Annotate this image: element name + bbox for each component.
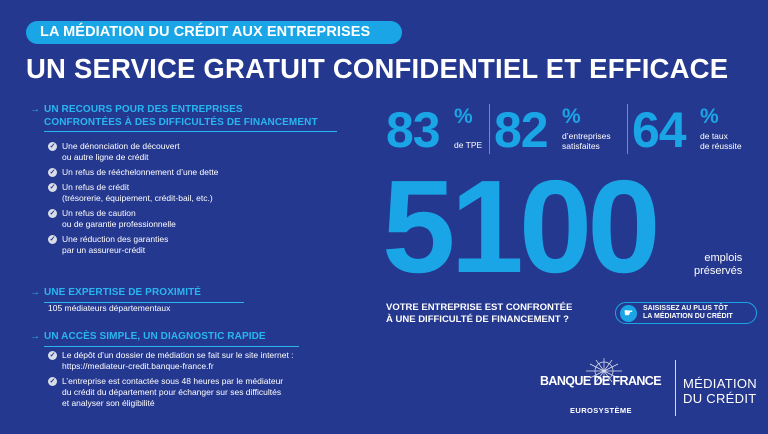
big-stat-caption: emplois préservés <box>694 252 743 277</box>
stat-separator <box>489 104 490 154</box>
stat-unit: % <box>454 105 473 128</box>
section-acces-title: → UN ACCÈS SIMPLE, UN DIAGNOSTIC RAPIDE <box>30 331 299 347</box>
top-banner: LA MÉDIATION DU CRÉDIT AUX ENTREPRISES <box>26 21 402 44</box>
check-icon: ✓ <box>48 142 57 151</box>
check-icon: ✓ <box>48 183 57 192</box>
stat-tpe: 83 % de TPE <box>386 104 486 156</box>
financing-question: VOTRE ENTREPRISE EST CONFRONTÉE À UNE DI… <box>386 302 573 325</box>
headline: UN SERVICE GRATUIT CONFIDENTIEL ET EFFIC… <box>26 53 729 84</box>
check-icon: ✓ <box>48 168 57 177</box>
section-underline <box>44 345 299 347</box>
list-item: ✓ Le dépôt d’un dossier de médiation se … <box>48 350 294 371</box>
check-icon: ✓ <box>48 377 57 386</box>
mediation-website-link[interactable]: https://mediateur-credit.banque-france.f… <box>62 361 214 371</box>
stat-value: 83 <box>386 102 441 158</box>
check-icon: ✓ <box>48 235 57 244</box>
section-underline <box>44 301 244 303</box>
big-stat-value: 5100 <box>382 153 661 300</box>
mediation-logo-text: MÉDIATION DU CRÉDIT <box>683 376 757 406</box>
list-item: ✓ Un refus de rééchelonnement d’une dett… <box>48 167 219 177</box>
cta-label: SAISISSEZ AU PLUS TÔT LA MÉDIATION DU CR… <box>643 304 733 321</box>
top-banner-label: LA MÉDIATION DU CRÉDIT AUX ENTREPRISES <box>40 24 371 40</box>
stat-unit: % <box>562 105 581 128</box>
stat-reussite: 64 % de taux de réussite <box>632 104 757 156</box>
list-item: ✓ L’entreprise est contactée sous 48 heu… <box>48 376 284 408</box>
footer-logo: BANQUE DE FRANCE EUROSYSTÈME MÉDIATION D… <box>540 356 757 420</box>
list-item: ✓ Un refus de crédit (trésorerie, équipe… <box>48 182 213 203</box>
list-item: ✓ Une dénonciation de découvert ou autre… <box>48 141 180 162</box>
section-acces-title-line1: UN ACCÈS SIMPLE, UN DIAGNOSTIC RAPIDE <box>44 331 266 342</box>
stat-unit: % <box>700 105 719 128</box>
list-item: ✓ Un refus de caution ou de garantie pro… <box>48 208 176 229</box>
stat-value: 64 <box>632 102 687 158</box>
section-expertise-title-line1: UNE EXPERTISE DE PROXIMITÉ <box>44 287 202 298</box>
stat-value: 82 <box>494 102 549 158</box>
arrow-right-icon: → <box>30 287 41 298</box>
bank-name: BANQUE DE FRANCE <box>540 374 662 388</box>
expertise-text: 105 médiateurs départementaux <box>48 303 171 313</box>
banque-de-france-emblem-icon <box>586 358 622 384</box>
mediation-cta-button[interactable]: ☛ SAISISSEZ AU PLUS TÔT LA MÉDIATION DU … <box>615 302 757 324</box>
stat-caption: de taux de réussite <box>700 131 742 151</box>
section-recours-title-line2: CONFRONTÉES À DES DIFFICULTÉS DE FINANCE… <box>44 116 318 128</box>
stat-caption: de TPE <box>454 140 483 150</box>
section-expertise-title: → UNE EXPERTISE DE PROXIMITÉ <box>30 287 244 303</box>
bank-subtitle: EUROSYSTÈME <box>570 406 632 415</box>
check-icon: ✓ <box>48 351 57 360</box>
stat-caption: d’entreprises satisfaites <box>562 131 611 151</box>
section-recours-title: → UN RECOURS POUR DES ENTREPRISES CONFRON… <box>30 104 337 132</box>
stat-satisfaction: 82 % d’entreprises satisfaites <box>494 104 624 156</box>
arrow-right-icon: → <box>30 331 41 342</box>
acces-list: ✓ Le dépôt d’un dossier de médiation se … <box>48 350 294 413</box>
list-item: ✓ Une réduction des garanties par un ass… <box>48 234 169 255</box>
logo-separator <box>675 360 676 416</box>
arrow-right-icon: → <box>30 104 41 115</box>
section-underline <box>44 131 337 132</box>
check-icon: ✓ <box>48 209 57 218</box>
hand-pointer-icon: ☛ <box>620 304 637 322</box>
recours-list: ✓ Une dénonciation de découvert ou autre… <box>48 141 218 260</box>
section-recours-title-line1: UN RECOURS POUR DES ENTREPRISES <box>44 104 243 115</box>
stat-separator <box>627 104 628 154</box>
